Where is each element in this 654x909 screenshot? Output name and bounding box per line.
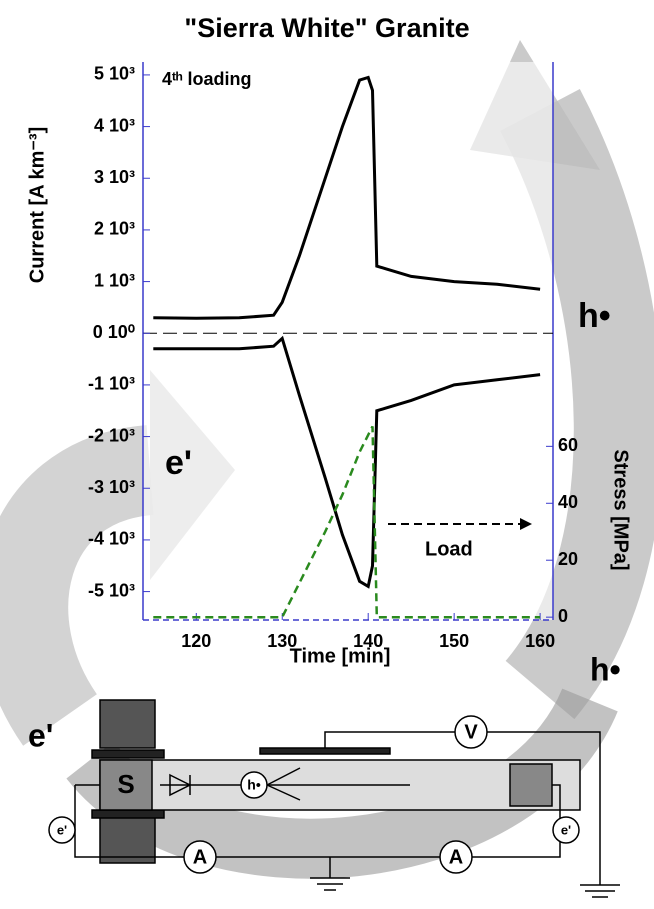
annotation: e' bbox=[165, 444, 192, 482]
x-tick-label: 150 bbox=[439, 631, 469, 651]
annotation: h• bbox=[590, 651, 621, 687]
data-line bbox=[153, 75, 541, 320]
y2-tick-label: 60 bbox=[558, 435, 578, 455]
y-tick-label: 0 10⁰ bbox=[93, 322, 135, 342]
annotation: e' bbox=[28, 717, 53, 753]
y2-axis-label: Stress [MPa] bbox=[610, 449, 632, 570]
x-tick-label: 140 bbox=[353, 631, 383, 651]
x-tick-label: 120 bbox=[181, 631, 211, 651]
plate bbox=[91, 749, 165, 759]
chart-title: "Sierra White" Granite bbox=[184, 13, 469, 43]
ammeter-label: A bbox=[449, 846, 463, 868]
annotation: Load bbox=[425, 538, 473, 560]
voltmeter-label: V bbox=[464, 721, 478, 743]
y-tick-label: -5 10³ bbox=[88, 580, 135, 600]
y-tick-label: 3 10³ bbox=[94, 167, 135, 187]
x-tick-label: 160 bbox=[525, 631, 555, 651]
hole-arrows bbox=[266, 767, 301, 801]
press-bottom bbox=[99, 814, 156, 864]
y-tick-label: -2 10³ bbox=[88, 425, 135, 445]
y-tick-label: 5 10³ bbox=[94, 64, 135, 84]
schematic bbox=[48, 699, 620, 898]
y-axis-label: Current [A km⁻³] bbox=[26, 127, 48, 283]
data-line bbox=[153, 335, 541, 589]
y2-tick-label: 0 bbox=[558, 606, 568, 626]
diode bbox=[160, 773, 410, 797]
y-tick-label: 4 10³ bbox=[94, 115, 135, 135]
electron-label: e' bbox=[57, 822, 67, 837]
hole-label: h• bbox=[247, 777, 261, 793]
sample-label: S bbox=[117, 769, 134, 799]
data-line bbox=[153, 425, 541, 619]
voltmeter-wire bbox=[324, 731, 620, 898]
plate bbox=[91, 809, 165, 819]
annotation: 4ᵗʰ loading bbox=[162, 69, 252, 89]
press-top bbox=[99, 699, 156, 749]
x-tick-label: 130 bbox=[267, 631, 297, 651]
top-electrode bbox=[259, 747, 391, 755]
electron-circle bbox=[552, 816, 580, 844]
schematic-labels: S V A A h• e' e' bbox=[57, 721, 571, 868]
y-tick-label: 2 10³ bbox=[94, 219, 135, 239]
ammeter bbox=[439, 840, 473, 874]
x-axis-label: Time [min] bbox=[290, 645, 391, 667]
ammeter bbox=[183, 840, 217, 874]
plot-area bbox=[143, 62, 553, 620]
y-tick-label: 1 10³ bbox=[94, 270, 135, 290]
sample-zone bbox=[99, 759, 153, 811]
voltmeter bbox=[454, 715, 488, 749]
y2-tick-label: 20 bbox=[558, 549, 578, 569]
y-tick-label: -4 10³ bbox=[88, 529, 135, 549]
y2-tick-label: 40 bbox=[558, 492, 578, 512]
ammeter-label: A bbox=[193, 846, 207, 868]
electrode bbox=[509, 763, 553, 807]
annotation: h• bbox=[578, 297, 611, 335]
electron-circle bbox=[48, 816, 76, 844]
y-tick-label: -3 10³ bbox=[88, 477, 135, 497]
y-tick-label: -1 10³ bbox=[88, 374, 135, 394]
electron-label: e' bbox=[561, 822, 571, 837]
load-arrowhead bbox=[520, 518, 532, 530]
